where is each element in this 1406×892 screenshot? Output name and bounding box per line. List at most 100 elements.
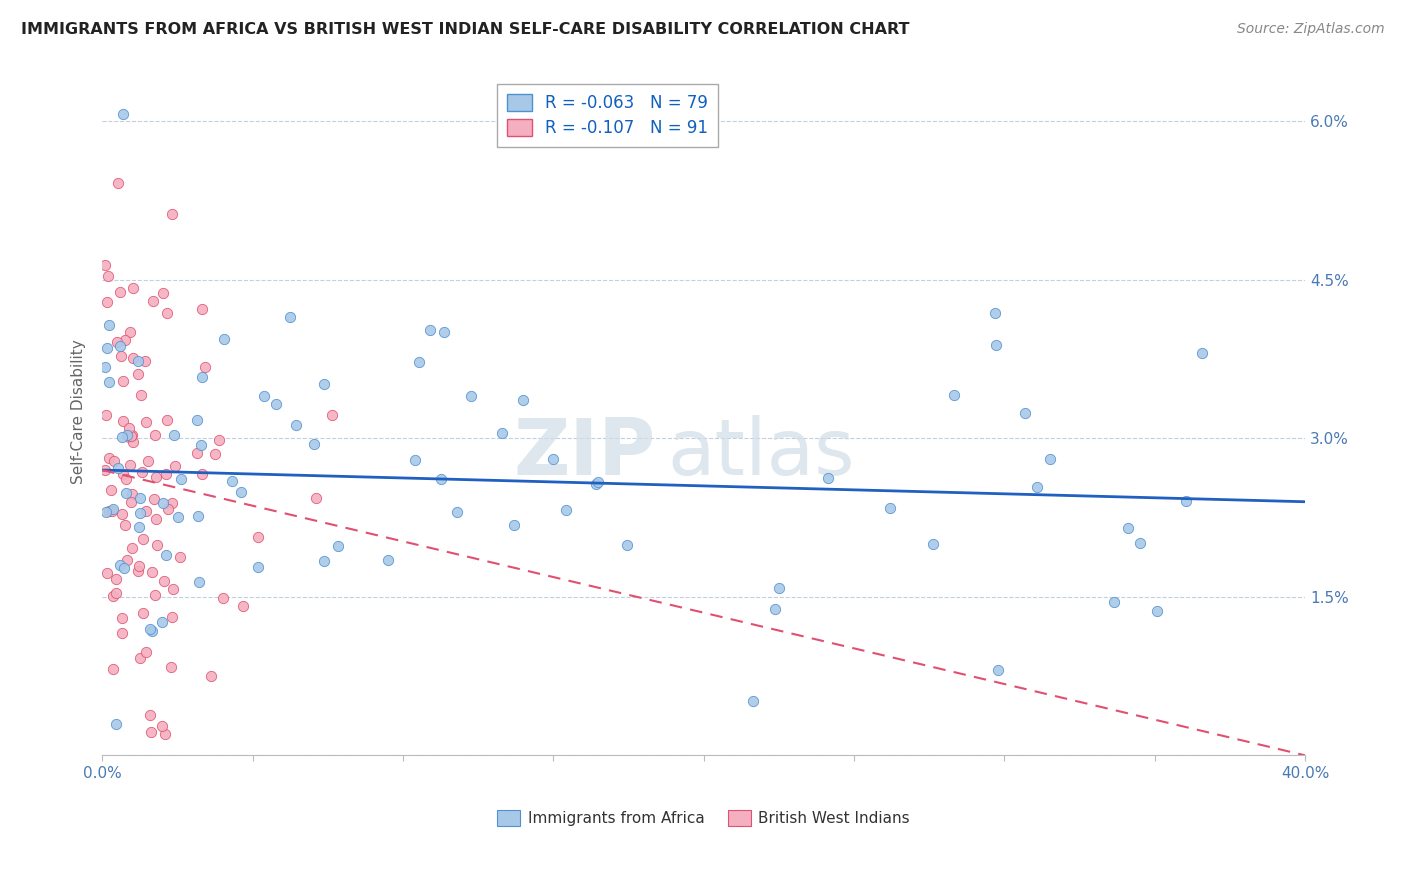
Point [94, 360, 117, 375]
Point [446, 505, 468, 519]
Point [96, 294, 118, 309]
Point [110, 350, 132, 364]
Point [114, 333, 136, 347]
Point [155, 306, 177, 320]
Point [204, 447, 226, 461]
Point [145, 512, 167, 526]
Point [150, 615, 173, 629]
Point [247, 530, 270, 544]
Point [1174, 493, 1197, 508]
Point [128, 558, 150, 573]
Point [97, 451, 120, 466]
Point [105, 334, 128, 349]
Point [101, 589, 124, 603]
Point [143, 428, 166, 442]
Point [111, 626, 134, 640]
Point [246, 560, 269, 574]
Point [111, 414, 134, 428]
Point [264, 396, 287, 410]
Point [200, 668, 222, 682]
Point [921, 537, 943, 551]
Point [160, 610, 183, 624]
Point [305, 491, 328, 505]
Y-axis label: Self-Care Disability: Self-Care Disability [72, 340, 86, 484]
Text: Source: ZipAtlas.com: Source: ZipAtlas.com [1237, 22, 1385, 37]
Point [108, 339, 131, 353]
Point [132, 606, 155, 620]
Point [94, 462, 117, 476]
Point [129, 651, 152, 665]
Point [742, 694, 765, 708]
Point [229, 485, 252, 500]
Point [141, 566, 163, 580]
Point [107, 461, 129, 475]
Point [419, 323, 441, 337]
Point [169, 471, 191, 485]
Point [212, 591, 235, 606]
Point [768, 581, 790, 595]
Point [97, 268, 120, 283]
Point [169, 549, 191, 564]
Point [460, 389, 482, 403]
Point [122, 351, 145, 366]
Point [104, 716, 127, 731]
Point [152, 495, 174, 509]
Point [128, 520, 150, 534]
Point [377, 552, 399, 566]
Point [163, 428, 186, 442]
Point [100, 483, 122, 497]
Point [321, 408, 343, 422]
Point [94, 505, 117, 519]
Point [139, 708, 162, 723]
Point [129, 506, 152, 520]
Point [155, 467, 177, 481]
Point [118, 458, 141, 472]
Point [163, 458, 186, 473]
Point [191, 301, 214, 316]
Point [1102, 594, 1125, 608]
Point [554, 502, 576, 516]
Point [987, 664, 1010, 678]
Point [127, 367, 149, 381]
Point [314, 554, 336, 568]
Point [111, 374, 134, 388]
Point [186, 445, 208, 459]
Point [145, 470, 167, 484]
Point [155, 548, 177, 562]
Point [541, 452, 564, 467]
Point [190, 438, 212, 452]
Point [285, 417, 308, 432]
Point [187, 575, 209, 590]
Point [135, 645, 157, 659]
Point [131, 465, 153, 479]
Point [97, 375, 120, 389]
Point [1129, 536, 1152, 550]
Point [112, 467, 135, 482]
Point [132, 532, 155, 546]
Point [122, 434, 145, 449]
Point [94, 258, 117, 272]
Point [101, 502, 124, 516]
Text: atlas: atlas [668, 415, 855, 491]
Point [433, 325, 456, 339]
Point [96, 341, 118, 355]
Point [231, 599, 253, 614]
Point [111, 611, 134, 625]
Point [112, 561, 135, 575]
Point [121, 541, 143, 555]
Point [1039, 452, 1062, 467]
Point [150, 719, 173, 733]
Point [191, 370, 214, 384]
Point [103, 454, 125, 468]
Point [94, 409, 117, 423]
Point [100, 504, 122, 518]
Point [115, 472, 138, 486]
Point [115, 553, 138, 567]
Point [108, 558, 131, 573]
Point [1026, 479, 1049, 493]
Point [160, 496, 183, 510]
Point [512, 392, 534, 407]
Point [167, 510, 190, 524]
Point [160, 207, 183, 221]
Point [105, 573, 128, 587]
